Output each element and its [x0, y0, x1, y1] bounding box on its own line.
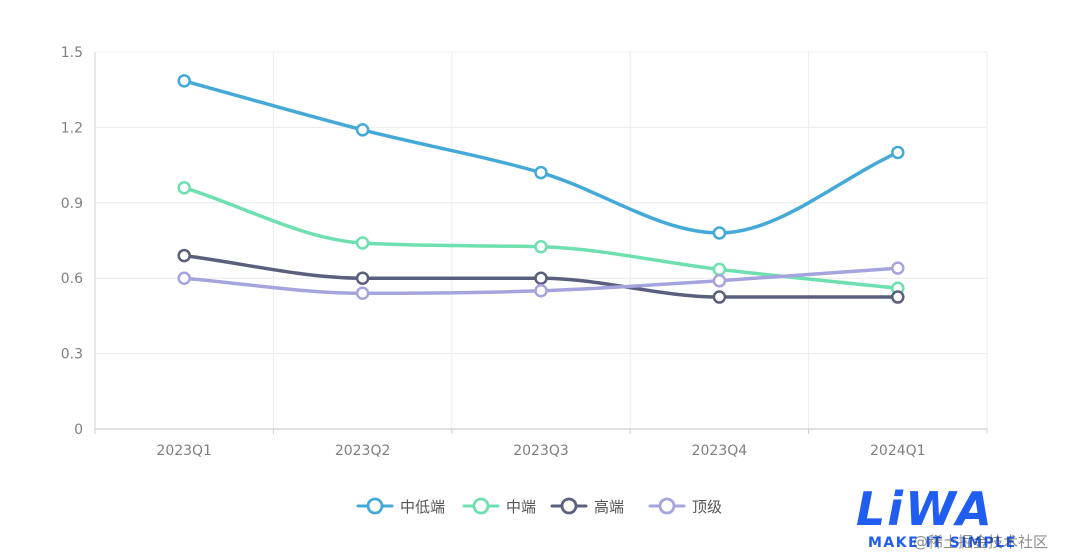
watermark-text: @稀土掘金技术社区 [913, 533, 1048, 551]
logo-tagline: MAKE IT SIMPLE [868, 535, 1017, 551]
x-tick-label: 2023Q4 [692, 443, 748, 459]
legend-marker-icon [366, 497, 384, 515]
x-tick-label: 2024Q1 [870, 443, 926, 459]
x-tick-label: 2023Q2 [335, 443, 391, 459]
legend-marker-icon [472, 497, 490, 515]
data-point[interactable] [534, 240, 548, 254]
axes: 0 0.3 0.6 0.9 1.2 1.5 2023Q1 2023Q2 2023Q3 2023Q4… [61, 45, 988, 459]
data-point[interactable] [355, 236, 370, 250]
legend-item[interactable]: 高端 [550, 497, 624, 516]
data-point[interactable] [355, 123, 370, 137]
series-line [182, 79, 900, 235]
data-point[interactable] [534, 284, 548, 298]
data-point[interactable] [712, 273, 727, 288]
data-point[interactable] [712, 262, 727, 277]
y-tick-label: 0.9 [61, 196, 83, 212]
data-point[interactable] [891, 261, 905, 275]
x-tick-label: 2023Q1 [156, 443, 212, 459]
data-point[interactable] [177, 180, 191, 195]
legend-item[interactable]: 中端 [462, 497, 536, 516]
legend-item[interactable]: 中低端 [356, 497, 445, 516]
data-point[interactable] [712, 290, 727, 304]
data-point[interactable] [534, 271, 548, 285]
data-point[interactable] [355, 286, 370, 301]
legend-label: 中低端 [400, 498, 445, 516]
y-tick-label: 1.5 [61, 45, 83, 61]
series-1 [177, 74, 905, 240]
legend-item[interactable]: 顶级 [648, 497, 722, 516]
y-tick-label: 0.6 [61, 271, 83, 287]
data-point[interactable] [534, 165, 548, 180]
data-point[interactable] [177, 271, 191, 285]
data-point[interactable] [355, 271, 370, 285]
series-3 [177, 248, 905, 304]
y-tick-label: 0 [74, 422, 83, 438]
data-point[interactable] [177, 74, 191, 88]
y-tick-label: 1.2 [61, 120, 83, 136]
y-tick-label: 0.3 [61, 347, 83, 363]
logo-brand: LiWA [856, 482, 994, 536]
liwa-logo: LiWA MAKE IT SIMPLE [856, 482, 1017, 551]
data-point[interactable] [712, 226, 727, 240]
legend-label: 高端 [594, 498, 624, 516]
grid-lines [95, 51, 988, 429]
series-4 [177, 261, 905, 301]
data-point[interactable] [891, 290, 905, 304]
legend-label: 中端 [506, 498, 536, 516]
legend-marker-icon [658, 497, 676, 515]
series-lines [177, 74, 905, 304]
data-point[interactable] [177, 248, 191, 263]
legend[interactable]: 中低端 中端 高端 顶级 [356, 497, 722, 516]
legend-marker-icon [560, 497, 578, 515]
x-tick-label: 2023Q3 [513, 443, 569, 459]
data-point[interactable] [891, 145, 905, 160]
legend-label: 顶级 [692, 498, 722, 516]
